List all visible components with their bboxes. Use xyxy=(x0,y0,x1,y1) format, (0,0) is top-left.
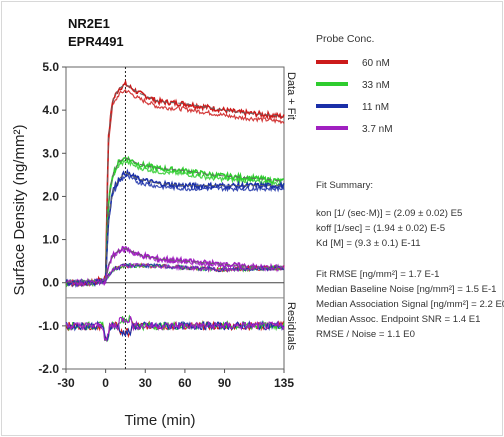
series-layer xyxy=(65,79,285,343)
residuals-panel-label: Residuals xyxy=(285,302,297,351)
fit-curve xyxy=(105,248,283,282)
y-tick-label: 1.0 xyxy=(42,233,59,247)
x-tick-labels: -30 0 30 60 90 135 xyxy=(57,369,294,390)
fit-curve xyxy=(105,172,283,281)
association-signal-line: Median Association Signal [ng/mm²] = 2.2… xyxy=(316,299,504,310)
y-tick-label: 3.0 xyxy=(42,146,59,160)
x-axis-label: Time (min) xyxy=(124,412,195,429)
x-tick-label: 90 xyxy=(218,376,232,390)
y-tick-label: 2.0 xyxy=(42,189,59,203)
y-tick-label: 5.0 xyxy=(42,60,59,74)
residual-trace xyxy=(65,316,285,343)
legend-items: 60 nM 33 nM 11 nM 3.7 nM xyxy=(316,58,393,135)
kon-line: kon [1/ (sec·M)] = (2.09 ± 0.02) E5 xyxy=(316,208,462,219)
chart-title-line-2: EPR4491 xyxy=(68,34,124,49)
fit-curve xyxy=(105,84,283,279)
y-tick-label: 0.0 xyxy=(42,276,59,290)
x-tick-label: 0 xyxy=(102,376,109,390)
y-axis-label: Surface Density (ng/mm²) xyxy=(11,125,28,296)
x-tick-label: -30 xyxy=(57,376,75,390)
plot-frame xyxy=(65,66,285,370)
baseline-trace xyxy=(65,262,285,287)
x-tick-label: 135 xyxy=(274,376,294,390)
baseline-noise-line: Median Baseline Noise [ng/mm²] = 1.5 E-1 xyxy=(316,284,497,295)
legend-label: 60 nM xyxy=(362,58,390,69)
endpoint-snr-line: Median Assoc. Endpoint SNR = 1.4 E1 xyxy=(316,314,481,325)
fit-curve xyxy=(105,157,283,281)
rmse-noise-line: RMSE / Noise = 1.1 E0 xyxy=(316,329,415,340)
kd-line: Kd [M] = (9.3 ± 0.1) E-11 xyxy=(316,238,421,249)
y-tick-label: -1.0 xyxy=(38,319,59,333)
legend-label: 33 nM xyxy=(362,80,390,91)
data-fit-panel-label: Data + Fit xyxy=(285,72,297,120)
legend-label: 3.7 nM xyxy=(362,124,393,135)
x-tick-label: 30 xyxy=(139,376,153,390)
y-tick-label: 4.0 xyxy=(42,103,59,117)
legend-label: 11 nM xyxy=(362,102,389,113)
fit-rmse-line: Fit RMSE [ng/mm²] = 1.7 E-1 xyxy=(316,269,439,280)
fit-summary: Fit Summary: kon [1/ (sec·M)] = (2.09 ± … xyxy=(316,180,504,340)
y-tick-label: -2.0 xyxy=(38,362,59,376)
x-tick-label: 60 xyxy=(178,376,192,390)
baseline-trace xyxy=(65,262,285,286)
legend: Probe Conc. 60 nM 33 nM 11 nM 3.7 nM xyxy=(316,33,393,135)
koff-line: koff [1/sec] = (1.94 ± 0.02) E-5 xyxy=(316,223,445,234)
chart-title-line-1: NR2E1 xyxy=(68,16,110,31)
y-tick-labels: -2.0 -1.0 0.0 1.0 2.0 3.0 4.0 5.0 xyxy=(38,60,66,376)
legend-title: Probe Conc. xyxy=(316,33,374,45)
fit-summary-heading: Fit Summary: xyxy=(316,180,373,191)
